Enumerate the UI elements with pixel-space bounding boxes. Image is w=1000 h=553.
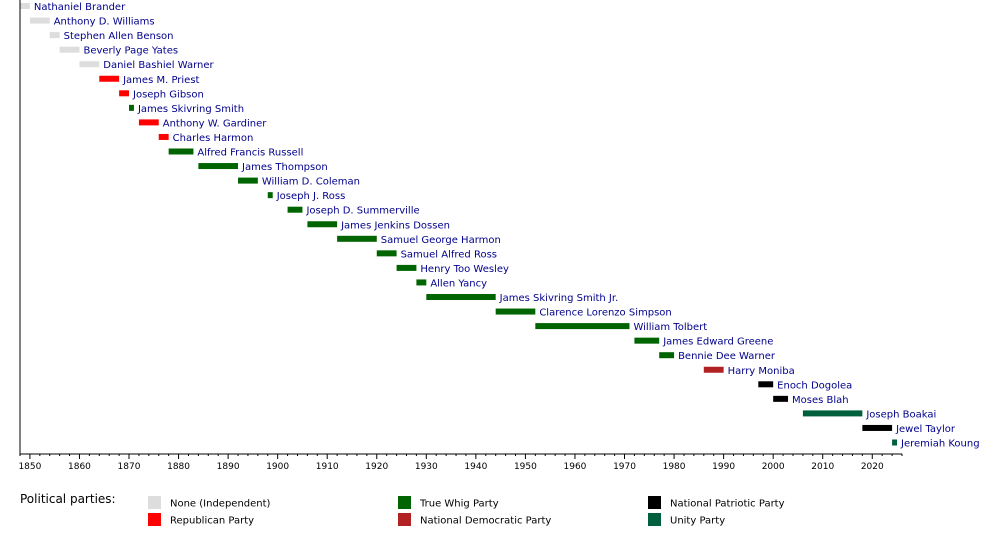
x-tick-label: 1900 [266, 462, 289, 472]
term-bar [49, 32, 60, 39]
x-tick-label: 2000 [762, 462, 785, 472]
term-bar [29, 17, 50, 24]
name-label: Harry Moniba [728, 366, 795, 377]
term-bar [198, 163, 239, 170]
legend-swatch [148, 513, 161, 526]
x-tick-label: 1890 [217, 462, 240, 472]
legend-label: Unity Party [670, 516, 725, 527]
term-bar [892, 439, 898, 446]
x-tick-label: 1930 [415, 462, 438, 472]
legend-swatch [148, 496, 161, 509]
term-bar [337, 235, 377, 242]
term-bar [376, 250, 397, 257]
name-label: Jeremiah Koung [900, 439, 980, 450]
term-bar [99, 75, 120, 82]
term-bar [659, 352, 675, 359]
legend-label: None (Independent) [170, 499, 271, 510]
name-label: Charles Harmon [173, 133, 254, 144]
legend-swatch [398, 496, 411, 509]
name-label: James Thompson [241, 162, 328, 173]
name-label: Bennie Dee Warner [678, 351, 776, 362]
name-label: Henry Too Wesley [420, 264, 509, 275]
term-bar [79, 61, 100, 68]
x-tick-label: 1970 [613, 462, 636, 472]
name-label: Anthony D. Williams [54, 17, 155, 28]
term-bar [168, 148, 194, 155]
legend: Political parties: None (Independent) Rep… [20, 492, 785, 527]
name-labels-layer: Nathaniel Brander Anthony D. Williams Step… [34, 2, 980, 450]
term-bar [158, 133, 169, 140]
x-tick-label: 1940 [464, 462, 487, 472]
term-bar [634, 337, 660, 344]
x-tick-label: 1990 [712, 462, 735, 472]
term-bar [20, 3, 30, 9]
x-tick-label: 1950 [514, 462, 537, 472]
term-bar [138, 119, 159, 126]
x-ticks-layer: 1850 1860 1870 1880 1890 1900 1910 1920 1930 1940… [18, 454, 903, 472]
name-label: Alfred Francis Russell [197, 148, 303, 159]
name-label: Anthony W. Gardiner [163, 118, 268, 129]
legend-label: National Democratic Party [420, 516, 551, 527]
term-bar [758, 381, 774, 388]
term-bar [267, 192, 273, 199]
legend-swatch [648, 496, 661, 509]
name-label: Samuel Alfred Ross [401, 249, 497, 260]
name-label: James Skivring Smith [137, 104, 244, 115]
name-label: Jewel Taylor [895, 424, 956, 435]
name-label: William Tolbert [633, 322, 707, 333]
term-bar [416, 279, 427, 286]
x-tick-label: 1910 [316, 462, 339, 472]
name-label: James M. Priest [122, 75, 199, 86]
x-tick-label: 2020 [861, 462, 884, 472]
name-label: Allen Yancy [430, 278, 487, 289]
term-bar [287, 206, 303, 213]
legend-swatch [648, 513, 661, 526]
term-bar [535, 323, 630, 330]
term-bar [129, 104, 134, 111]
x-tick-label: 1860 [68, 462, 91, 472]
x-tick-label: 2010 [811, 462, 834, 472]
x-tick-label: 1850 [18, 462, 41, 472]
term-bar [238, 177, 258, 184]
name-label: James Edward Greene [662, 337, 773, 348]
term-bar [862, 424, 893, 431]
x-tick-label: 1880 [167, 462, 190, 472]
legend-label: National Patriotic Party [670, 499, 785, 510]
name-label: Joseph J. Ross [276, 191, 346, 202]
x-tick-label: 1870 [118, 462, 141, 472]
name-label: Joseph Boakai [865, 409, 936, 420]
name-label: Daniel Bashiel Warner [103, 60, 214, 71]
term-bar [119, 90, 130, 97]
name-label: Clarence Lorenzo Simpson [539, 308, 671, 319]
legend-label: Republican Party [170, 516, 254, 527]
legend-label: True Whig Party [419, 499, 499, 510]
name-label: William D. Coleman [262, 177, 360, 188]
legend-title: Political parties: [20, 492, 116, 506]
term-bar [426, 294, 496, 300]
name-label: Joseph D. Summerville [305, 206, 419, 217]
x-tick-label: 1920 [365, 462, 388, 472]
name-label: Stephen Allen Benson [64, 31, 174, 42]
term-bar [307, 221, 338, 228]
name-label: Nathaniel Brander [34, 2, 126, 13]
x-axis [19, 0, 902, 455]
term-bar [703, 366, 724, 373]
name-label: Joseph Gibson [132, 89, 204, 100]
term-bar [773, 395, 789, 402]
x-tick-label: 1960 [564, 462, 587, 472]
term-bar [495, 308, 536, 315]
name-label: Moses Blah [792, 395, 849, 406]
term-bar [59, 46, 80, 53]
name-label: James Skivring Smith Jr. [499, 293, 619, 304]
name-label: Samuel George Harmon [381, 235, 501, 246]
name-label: Enoch Dogolea [777, 380, 852, 391]
name-label: Beverly Page Yates [83, 46, 178, 57]
term-bar [802, 410, 863, 417]
term-bar [396, 264, 417, 271]
legend-swatch [398, 513, 411, 526]
x-tick-label: 1980 [663, 462, 686, 472]
name-label: James Jenkins Dossen [340, 220, 450, 231]
bars-layer [20, 3, 898, 446]
